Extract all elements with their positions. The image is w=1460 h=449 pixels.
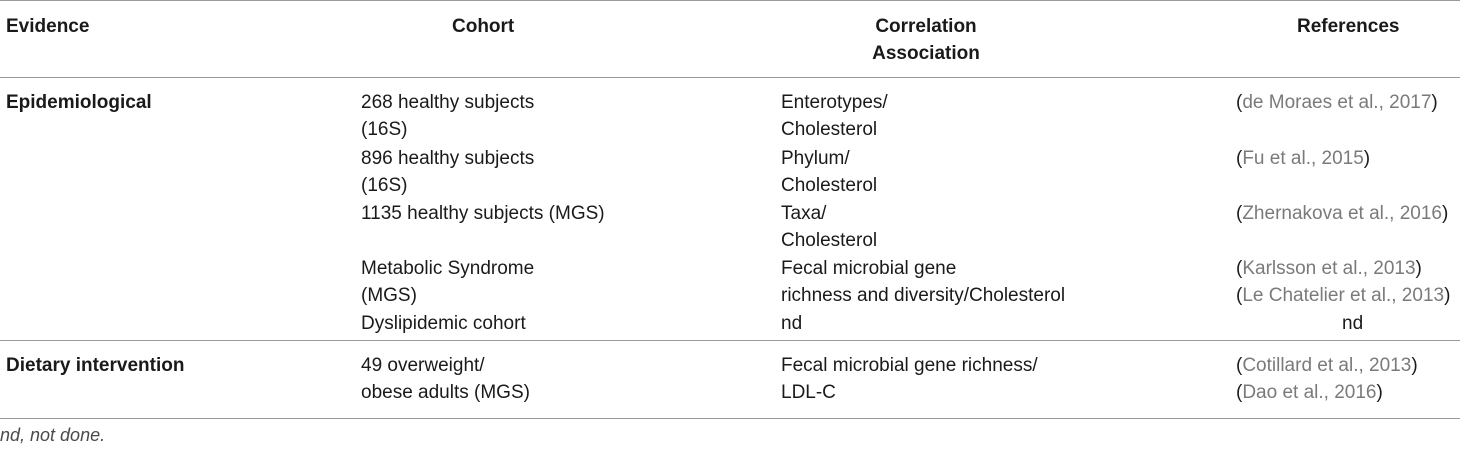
reference-line: (Cotillard et al., 2013) <box>1236 352 1418 379</box>
correlation-line: Enterotypes/ <box>781 92 888 113</box>
reference-cell: (de Moraes et al., 2017) <box>1236 89 1438 116</box>
reference-line: (Le Chatelier et al., 2013) <box>1236 282 1450 309</box>
reference-link[interactable]: Karlsson et al., 2013 <box>1242 258 1416 279</box>
paren-close: ) <box>1441 203 1449 224</box>
correlation-cell: Phylum/ Cholesterol <box>781 145 877 199</box>
correlation-line: Fecal microbial gene <box>781 258 957 279</box>
cohort-cell: 49 overweight/ obese adults (MGS) <box>361 352 530 406</box>
reference-link[interactable]: Zhernakova et al., 2016 <box>1242 203 1442 224</box>
correlation-line: Taxa/ <box>781 203 827 224</box>
paren-close: ) <box>1411 355 1418 376</box>
cohort-line: Dyslipidemic cohort <box>361 313 526 334</box>
header-cohort: Cohort <box>452 16 515 37</box>
header-references: References <box>1297 16 1400 37</box>
correlation-line: Cholesterol <box>781 119 878 140</box>
cohort-line: 1135 healthy subjects (MGS) <box>361 203 605 224</box>
reference-cell: (Fu et al., 2015) <box>1236 145 1370 172</box>
group-divider-rule <box>0 340 1460 341</box>
table-footnote: nd, not done. <box>0 425 106 445</box>
reference-line: (Karlsson et al., 2013) <box>1236 255 1450 282</box>
paren-open: ( <box>1236 285 1243 306</box>
paren-close: ) <box>1431 92 1438 113</box>
header-evidence: Evidence <box>6 16 90 37</box>
reference-link[interactable]: Fu et al., 2015 <box>1242 148 1364 169</box>
cohort-cell: 268 healthy subjects (16S) <box>361 89 534 143</box>
table-top-rule <box>0 0 1460 1</box>
paren-close: ) <box>1363 148 1371 169</box>
correlation-cell: Taxa/ Cholesterol <box>781 200 877 254</box>
table-bottom-rule <box>0 418 1460 419</box>
cohort-line: Metabolic Syndrome <box>361 258 535 279</box>
correlation-line: richness and diversity/Cholesterol <box>781 285 1066 306</box>
paren-open: ( <box>1236 382 1243 403</box>
correlation-line: Fecal microbial gene richness/ <box>781 355 1038 376</box>
header-bottom-rule <box>0 77 1460 78</box>
correlation-line: nd <box>781 313 803 334</box>
evidence-cell: Dietary intervention <box>6 355 185 376</box>
cohort-line: 268 healthy subjects <box>361 92 535 113</box>
header-correlation: Correlation Association <box>846 13 1006 67</box>
evidence-cell: Epidemiological <box>6 92 152 113</box>
cohort-line: 49 overweight/ <box>361 355 485 376</box>
reference-cell: nd <box>1342 313 1364 334</box>
correlation-line: LDL-C <box>781 382 836 403</box>
cohort-line: 896 healthy subjects <box>361 148 535 169</box>
header-correlation-line2: Association <box>872 43 980 64</box>
correlation-cell: Fecal microbial gene richness/ LDL-C <box>781 352 1038 406</box>
cohort-line: (16S) <box>361 175 408 196</box>
paren-open: ( <box>1236 92 1243 113</box>
reference-link[interactable]: Dao et al., 2016 <box>1242 382 1377 403</box>
paren-open: ( <box>1236 203 1243 224</box>
cohort-line: (16S) <box>361 119 408 140</box>
reference-line: (Dao et al., 2016) <box>1236 379 1418 406</box>
paren-close: ) <box>1415 258 1422 279</box>
cohort-line: obese adults (MGS) <box>361 382 530 403</box>
paren-close: ) <box>1444 285 1451 306</box>
header-correlation-line1: Correlation <box>875 16 977 37</box>
correlation-line: Phylum/ <box>781 148 850 169</box>
cohort-cell: Dyslipidemic cohort <box>361 310 526 337</box>
cohort-cell: 896 healthy subjects (16S) <box>361 145 534 199</box>
paren-open: ( <box>1236 355 1243 376</box>
reference-link[interactable]: Cotillard et al., 2013 <box>1242 355 1412 376</box>
paren-close: ) <box>1376 382 1383 403</box>
reference-link[interactable]: de Moraes et al., 2017 <box>1242 92 1432 113</box>
reference-cell: (Zhernakova et al., 2016) <box>1236 200 1448 227</box>
correlation-cell: Enterotypes/ Cholesterol <box>781 89 888 143</box>
correlation-line: Cholesterol <box>781 175 878 196</box>
cohort-cell: Metabolic Syndrome (MGS) <box>361 255 534 309</box>
cohort-cell: 1135 healthy subjects (MGS) <box>361 200 605 227</box>
correlation-cell: Fecal microbial gene richness and divers… <box>781 255 1065 309</box>
reference-cell: (Karlsson et al., 2013) (Le Chatelier et… <box>1236 255 1450 309</box>
paren-open: ( <box>1236 258 1243 279</box>
cohort-line: (MGS) <box>361 285 417 306</box>
paren-open: ( <box>1236 148 1243 169</box>
correlation-cell: nd <box>781 310 802 337</box>
correlation-line: Cholesterol <box>781 230 878 251</box>
reference-cell: (Cotillard et al., 2013) (Dao et al., 20… <box>1236 352 1418 406</box>
reference-link[interactable]: Le Chatelier et al., 2013 <box>1242 285 1445 306</box>
